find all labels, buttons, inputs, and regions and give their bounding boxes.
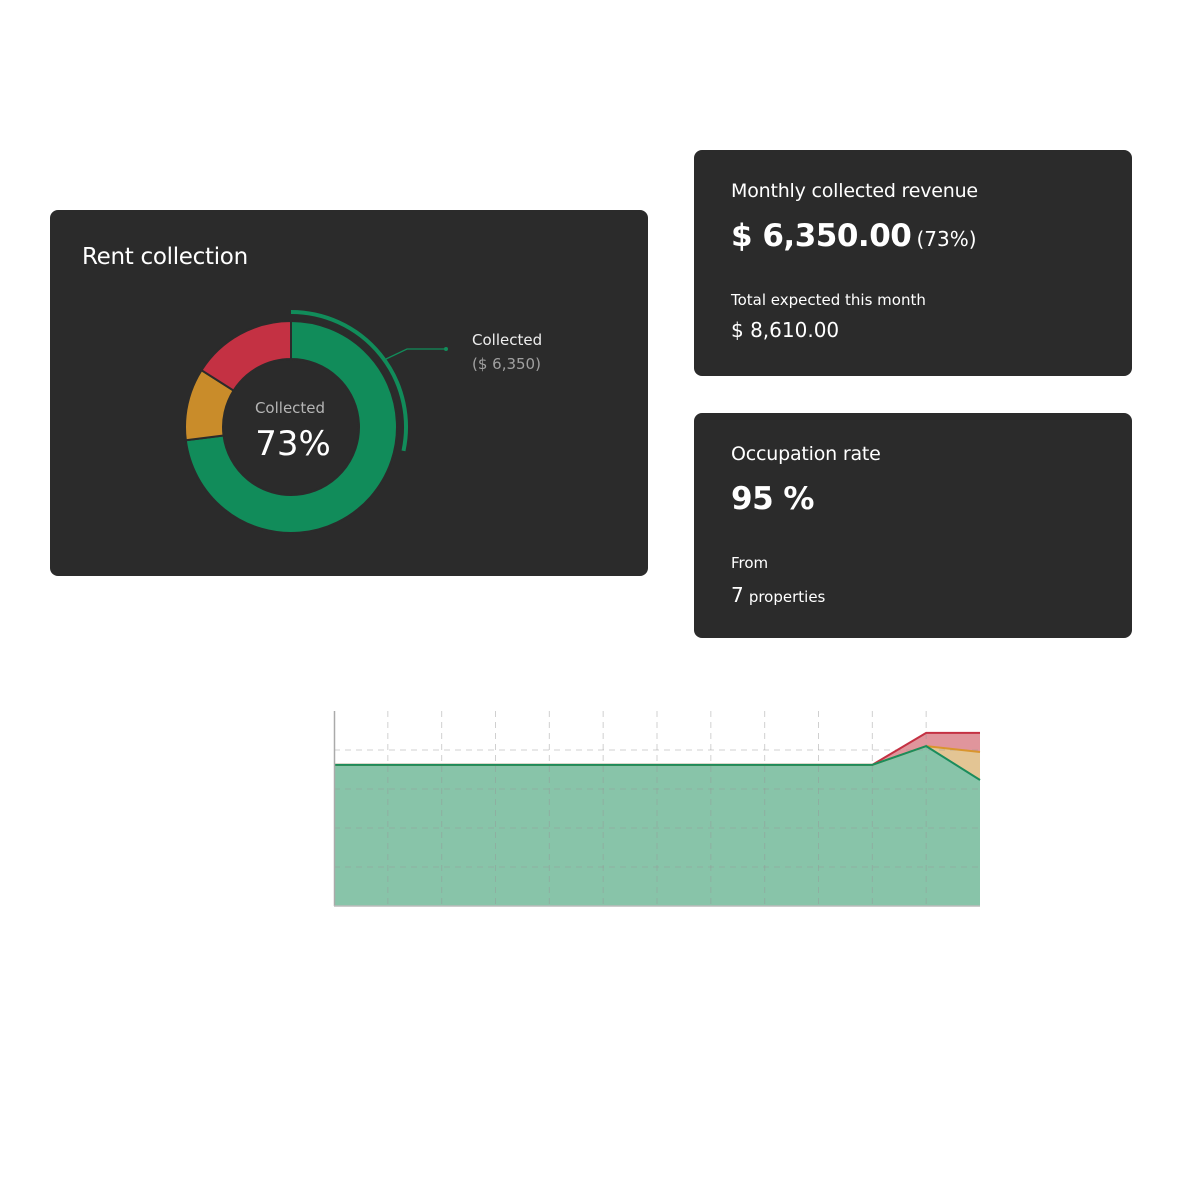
rent-collection-card: Rent collection Collected 73% Collected … bbox=[50, 210, 648, 576]
occupation-card: Occupation rate 95 % From 7 properties bbox=[694, 413, 1132, 638]
callout-label: Collected bbox=[472, 331, 542, 349]
property-count: 7 bbox=[731, 583, 744, 607]
occupation-value: 95 % bbox=[731, 481, 815, 517]
from-label: From bbox=[731, 554, 769, 572]
center-value: 73% bbox=[255, 424, 331, 464]
expected-amount: $ 8,610.00 bbox=[731, 318, 840, 342]
expected-label: Total expected this month bbox=[731, 291, 926, 309]
area-series-fill bbox=[334, 746, 980, 906]
center-label: Collected bbox=[255, 399, 325, 417]
callout-line bbox=[385, 348, 446, 360]
donut-slice bbox=[184, 319, 398, 534]
revenue-card: Monthly collected revenue $ 6,350.00 (73… bbox=[694, 150, 1132, 376]
donut-chart: Collected 73% Collected ($ 6,350) bbox=[184, 310, 542, 534]
revenue-percent: (73%) bbox=[916, 227, 977, 251]
callout-dot bbox=[444, 347, 448, 351]
highlight-arc bbox=[290, 310, 408, 452]
card-title: Rent collection bbox=[82, 244, 248, 270]
revenue-amount: $ 6,350.00 bbox=[731, 218, 912, 254]
card-title: Occupation rate bbox=[731, 443, 881, 465]
donut-slice bbox=[200, 319, 292, 392]
area-series-line bbox=[334, 744, 981, 781]
callout-value: ($ 6,350) bbox=[472, 355, 541, 373]
property-count-label: properties bbox=[748, 588, 826, 606]
card-title: Monthly collected revenue bbox=[731, 180, 978, 202]
